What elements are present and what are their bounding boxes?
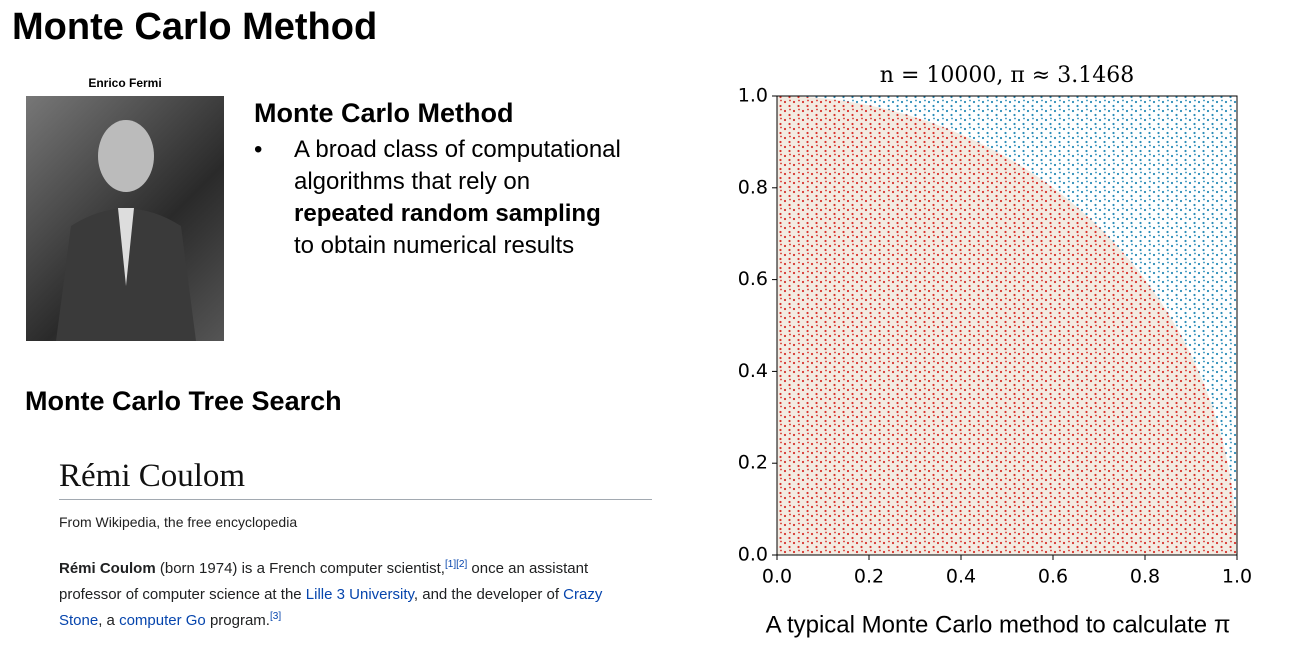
y-tick-label: 0.2 [738,452,768,474]
photo [26,96,224,341]
x-tick-label: 0.2 [854,566,884,588]
y-tick-label: 0.0 [738,544,768,566]
x-tick-label: 0.0 [762,566,792,588]
wiki-plain: program. [205,612,270,629]
photo-figure [56,120,196,341]
wiki-sup[interactable]: [1][2] [444,559,468,570]
wiki-link[interactable]: Crazy Stone [59,586,603,629]
wiki-paragraph: Rémi Coulom (born 1974) is a French comp… [59,556,619,634]
chart-caption: A typical Monte Carlo method to calculat… [766,611,1231,638]
wiki-sup[interactable]: [3] [269,611,282,622]
photo-caption: Enrico Fermi [88,76,162,90]
y-tick-label: 0.6 [738,268,768,290]
wiki-plain: (born 1974) is a French computer scienti… [155,560,445,577]
y-tick-label: 0.4 [738,360,768,382]
x-tick-label: 0.4 [946,566,976,588]
bullet-emphasis: repeated random sampling [294,200,601,227]
inside-points [777,96,1237,555]
plot-frame [776,95,1238,556]
y-tick-label: 1.0 [738,85,768,107]
bullet-text: A broad class of computational algorithm… [294,136,621,195]
wiki-plain: , a [98,612,120,629]
wiki-title: Rémi Coulom [59,458,652,500]
x-tick-label: 1.0 [1222,566,1252,588]
chart-title: n = 10000, π ≈ 3.1468 [880,63,1134,88]
bullet-text: to obtain numerical results [294,232,575,259]
y-tick-label: 0.8 [738,176,768,198]
section-heading: Monte Carlo Tree Search [25,386,342,416]
wiki-bold: Rémi Coulom [59,560,156,577]
x-tick-label: 0.8 [1130,566,1160,588]
x-tick-label: 0.6 [1038,566,1068,588]
wiki-plain: , and the developer of [413,586,564,603]
wiki-tagline: From Wikipedia, the free encyclopedia [59,514,298,530]
wiki-link[interactable]: Lille 3 University [305,586,414,603]
section-heading: Monte Carlo Method [254,98,514,128]
slide-title: Monte Carlo Method [12,6,378,48]
wiki-link[interactable]: computer Go [119,612,206,629]
wiki-plain: once an assistant professor of computer … [59,560,589,603]
